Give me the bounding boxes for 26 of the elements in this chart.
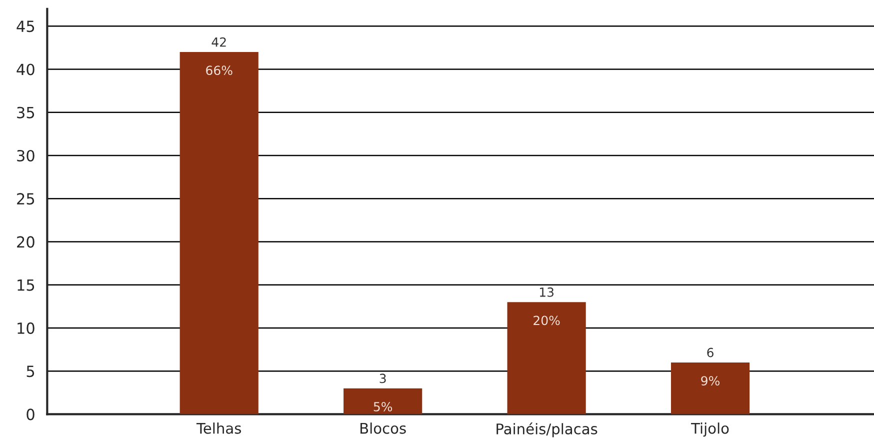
x-tick-label: Telhas — [196, 422, 242, 434]
bar — [507, 302, 586, 414]
annotation: 20% — [534, 316, 560, 326]
y-tick-label: 40 — [16, 64, 34, 76]
y-tick-label: 20 — [17, 236, 34, 248]
y-tick-label: 25 — [17, 193, 34, 205]
y-tick-label: 5 — [26, 366, 34, 378]
data-label: 3 — [380, 374, 386, 384]
bar — [670, 362, 750, 414]
y-tick-label: 0 — [26, 408, 34, 420]
data-label: 6 — [707, 348, 714, 358]
x-tick-label: Blocos — [360, 422, 406, 434]
annotation: 5% — [374, 402, 392, 412]
y-tick-label: 15 — [18, 280, 34, 291]
bar — [344, 388, 422, 414]
data-label: 42 — [212, 37, 226, 47]
y-tick-label: 10 — [18, 322, 34, 334]
annotation: 66% — [206, 66, 232, 76]
y-tick-label: 45 — [16, 20, 34, 32]
annotation: 9% — [701, 376, 720, 386]
y-tick-label: 30 — [17, 150, 34, 162]
y-tick-label: 35 — [17, 106, 34, 118]
bar — [180, 52, 258, 414]
x-tick-label: Tijolo — [691, 422, 729, 437]
x-tick-label: Painéis/placas — [496, 422, 598, 438]
data-label: 13 — [540, 287, 554, 297]
